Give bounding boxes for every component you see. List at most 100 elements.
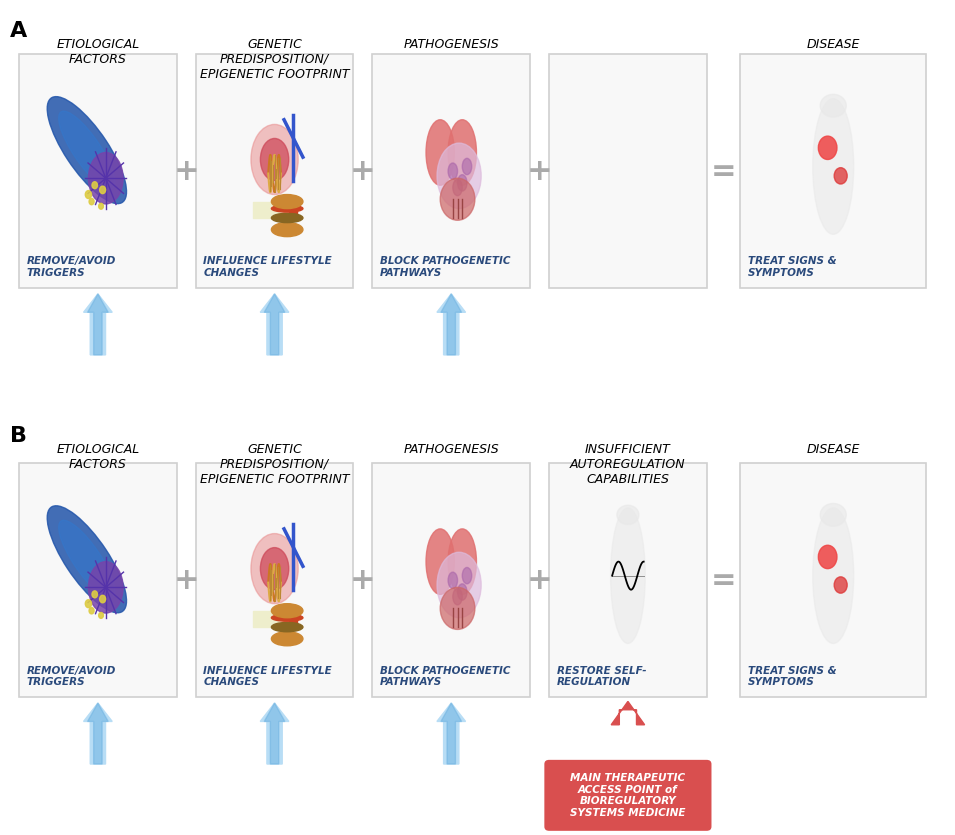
Ellipse shape — [813, 508, 854, 644]
Ellipse shape — [89, 153, 123, 204]
Ellipse shape — [85, 600, 92, 608]
FancyArrow shape — [265, 703, 285, 764]
Ellipse shape — [440, 587, 475, 630]
Text: =: = — [711, 157, 736, 185]
Text: RESTORE SELF-
REGULATION: RESTORE SELF- REGULATION — [557, 665, 647, 687]
Ellipse shape — [89, 199, 95, 205]
Ellipse shape — [58, 520, 115, 598]
Ellipse shape — [271, 213, 303, 223]
Ellipse shape — [271, 205, 303, 212]
Ellipse shape — [89, 608, 95, 614]
Ellipse shape — [437, 143, 481, 209]
Text: GENETIC
PREDISPOSITION/
EPIGENETIC FOOTPRINT: GENETIC PREDISPOSITION/ EPIGENETIC FOOTP… — [200, 38, 350, 80]
Text: INFLUENCE LIFESTYLE
CHANGES: INFLUENCE LIFESTYLE CHANGES — [203, 665, 332, 687]
Text: +: + — [350, 157, 375, 185]
Ellipse shape — [47, 506, 126, 613]
FancyArrow shape — [84, 294, 113, 355]
Ellipse shape — [99, 595, 106, 603]
Ellipse shape — [462, 568, 472, 584]
Ellipse shape — [271, 223, 303, 236]
FancyArrow shape — [436, 294, 466, 355]
Text: +: + — [174, 157, 199, 185]
Ellipse shape — [462, 159, 472, 175]
Ellipse shape — [92, 591, 97, 598]
Ellipse shape — [448, 119, 477, 185]
Bar — [288, 201, 297, 218]
Text: ETIOLOGICAL
FACTORS: ETIOLOGICAL FACTORS — [56, 38, 139, 66]
Ellipse shape — [448, 529, 477, 595]
FancyBboxPatch shape — [19, 54, 177, 288]
Text: =: = — [711, 566, 736, 595]
Ellipse shape — [457, 175, 467, 191]
Text: INFLUENCE LIFESTYLE
CHANGES: INFLUENCE LIFESTYLE CHANGES — [203, 256, 332, 278]
Ellipse shape — [271, 632, 303, 645]
Text: TREAT SIGNS &
SYMPTOMS: TREAT SIGNS & SYMPTOMS — [748, 665, 837, 687]
Text: BLOCK PATHOGENETIC
PATHWAYS: BLOCK PATHOGENETIC PATHWAYS — [380, 256, 511, 278]
Ellipse shape — [448, 163, 457, 180]
FancyArrow shape — [265, 294, 285, 355]
Circle shape — [820, 94, 846, 117]
FancyArrow shape — [436, 703, 466, 764]
Text: A: A — [10, 21, 27, 41]
Ellipse shape — [261, 139, 288, 180]
Ellipse shape — [453, 180, 462, 195]
Ellipse shape — [426, 529, 455, 595]
Ellipse shape — [426, 119, 455, 185]
Text: DISEASE: DISEASE — [807, 38, 860, 51]
Ellipse shape — [271, 195, 303, 209]
Text: +: + — [174, 566, 199, 595]
Text: GENETIC
PREDISPOSITION/
EPIGENETIC FOOTPRINT: GENETIC PREDISPOSITION/ EPIGENETIC FOOTP… — [200, 443, 350, 485]
Text: PATHOGENESIS: PATHOGENESIS — [403, 38, 499, 51]
Ellipse shape — [453, 589, 462, 605]
FancyBboxPatch shape — [740, 463, 926, 697]
FancyBboxPatch shape — [19, 463, 177, 697]
Ellipse shape — [818, 136, 837, 159]
Ellipse shape — [818, 545, 837, 569]
FancyArrow shape — [441, 294, 461, 355]
Ellipse shape — [834, 577, 847, 593]
Ellipse shape — [271, 604, 303, 618]
Ellipse shape — [834, 168, 847, 184]
Text: ETIOLOGICAL
FACTORS: ETIOLOGICAL FACTORS — [56, 443, 139, 471]
FancyArrow shape — [88, 703, 108, 764]
FancyBboxPatch shape — [372, 463, 530, 697]
Text: INSUFFICIENT
AUTOREGULATION
CAPABILITIES: INSUFFICIENT AUTOREGULATION CAPABILITIES — [570, 443, 686, 485]
FancyArrow shape — [441, 703, 461, 764]
Text: +: + — [527, 566, 552, 595]
Ellipse shape — [813, 99, 854, 235]
FancyArrow shape — [84, 703, 113, 764]
Text: +: + — [350, 566, 375, 595]
Bar — [252, 610, 297, 627]
Text: TREAT SIGNS &
SYMPTOMS: TREAT SIGNS & SYMPTOMS — [748, 256, 837, 278]
Ellipse shape — [437, 552, 481, 618]
Text: DISEASE: DISEASE — [807, 443, 860, 456]
FancyArrow shape — [260, 703, 288, 764]
Ellipse shape — [92, 182, 97, 189]
FancyBboxPatch shape — [196, 54, 353, 288]
Text: PATHOGENESIS: PATHOGENESIS — [403, 443, 499, 456]
FancyBboxPatch shape — [549, 463, 707, 697]
Text: MAIN THERAPEUTIC
ACCESS POINT of
BIOREGULATORY
SYSTEMS MEDICINE: MAIN THERAPEUTIC ACCESS POINT of BIOREGU… — [570, 773, 686, 817]
FancyArrow shape — [88, 294, 108, 355]
Bar — [288, 610, 297, 627]
Circle shape — [820, 504, 846, 526]
Ellipse shape — [261, 548, 288, 590]
Ellipse shape — [271, 615, 303, 621]
Bar — [252, 201, 297, 218]
Text: REMOVE/AVOID
TRIGGERS: REMOVE/AVOID TRIGGERS — [27, 256, 117, 278]
Ellipse shape — [98, 203, 103, 210]
Ellipse shape — [448, 572, 457, 589]
FancyArrow shape — [611, 701, 645, 725]
Text: REMOVE/AVOID
TRIGGERS: REMOVE/AVOID TRIGGERS — [27, 665, 117, 687]
Ellipse shape — [47, 97, 126, 204]
Ellipse shape — [440, 178, 475, 220]
Ellipse shape — [271, 622, 303, 632]
Ellipse shape — [89, 562, 123, 613]
FancyBboxPatch shape — [549, 54, 707, 288]
FancyBboxPatch shape — [372, 54, 530, 288]
Ellipse shape — [251, 124, 298, 195]
Ellipse shape — [457, 584, 467, 600]
Ellipse shape — [58, 111, 115, 189]
Text: BLOCK PATHOGENETIC
PATHWAYS: BLOCK PATHOGENETIC PATHWAYS — [380, 665, 511, 687]
FancyArrow shape — [260, 294, 288, 355]
